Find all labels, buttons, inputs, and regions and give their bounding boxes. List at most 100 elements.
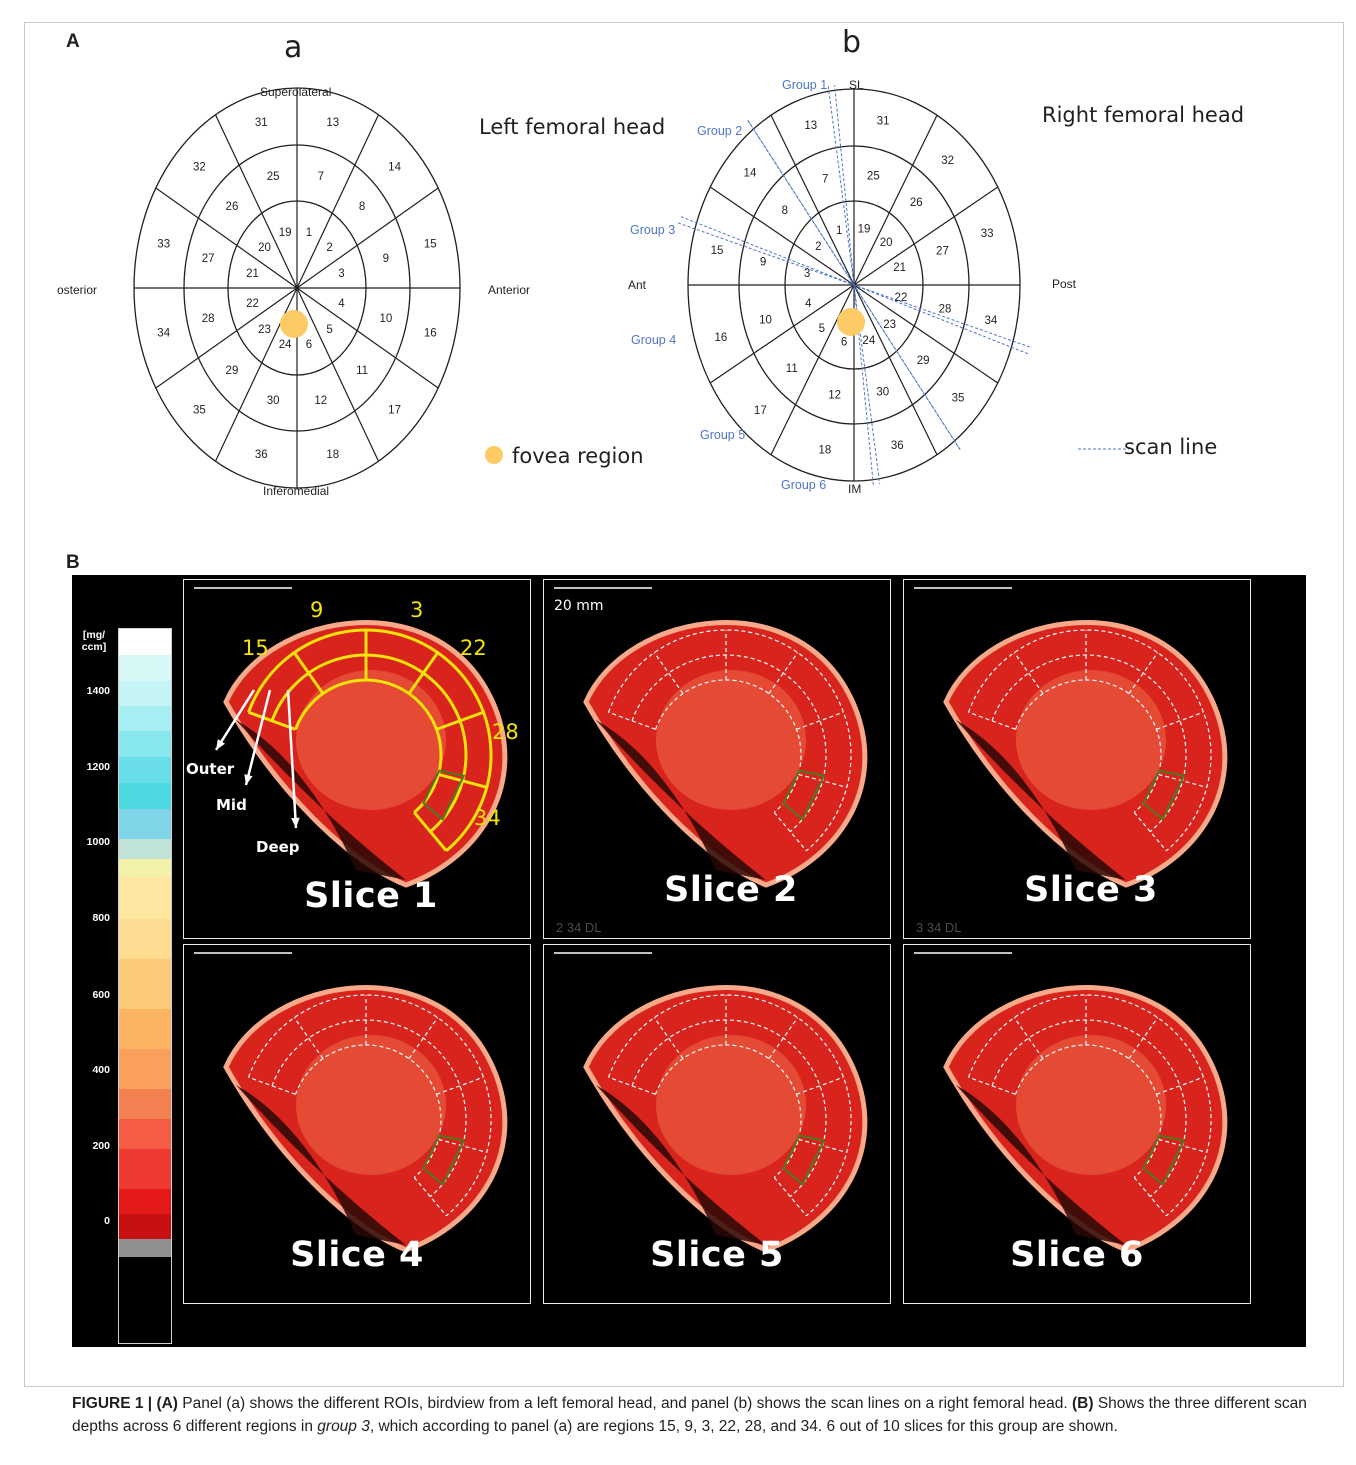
region-number: 28 [939,303,952,315]
fovea-region-marker [837,308,865,336]
caption-group: group 3 [317,1418,370,1435]
scan-group-label: Group 3 [630,223,675,237]
roi-divider [968,1076,1016,1095]
region-number: 19 [858,223,871,235]
region-number: 27 [202,253,215,265]
region-number: 24 [862,335,875,347]
scan-line-legend-label: scan line [1124,435,1218,459]
region-number: 29 [226,365,239,377]
region-number: 6 [841,337,847,349]
region-number: 7 [822,173,828,185]
figure-frame [24,22,1344,1387]
region-number: 9 [760,257,766,269]
region-number: 14 [388,161,401,173]
sub-label-b: b [842,25,862,60]
region-number: 36 [891,440,904,452]
roi-divider [1158,1138,1207,1153]
trabecular-core [1016,670,1166,810]
roi-arc [607,629,852,852]
roi-divider [413,811,448,852]
dir-superolateral: Superolateral [260,85,332,99]
panel-B-label: B [66,552,80,573]
caption-tag-a: (A) [156,1395,178,1412]
colorbar-band [119,959,171,1009]
dir-ant: Ant [628,278,647,292]
scan-group-label: Group 1 [782,78,827,92]
region-number: 3 [338,268,344,280]
region-number: 28 [202,313,215,325]
dir-im: IM [848,482,862,496]
sub-label-a: a [284,30,303,65]
colorbar-band [119,1257,171,1343]
roi-arc [654,679,802,813]
roi-divider [248,1076,296,1095]
overlay-text: 3 34 DL [916,920,962,935]
roi-region-number: 15 [242,636,269,660]
caption-tag-b: (B) [1071,1395,1094,1412]
colorbar-band [119,809,171,839]
region-number: 29 [917,355,930,367]
active-roi-outline [782,769,826,821]
dir-inferomedial: Inferomedial [263,484,330,498]
roi-arc [294,1044,442,1178]
region-number: 9 [383,253,389,265]
scale-label: 20 mm [554,598,604,614]
dir-post: Post [1052,277,1077,291]
dir-sl: SL [849,78,864,92]
depth-arrow-head [291,817,300,828]
colorbar-tick-label: 1000 [86,836,110,848]
colorbar-band [119,731,171,757]
region-number: 7 [318,171,324,183]
roi-divider [768,1017,799,1059]
roi-divider [798,773,847,788]
region-divider [770,114,855,286]
region-divider [296,287,439,389]
roi-divider [796,1076,844,1095]
fovea-legend-label: fovea region [512,444,644,468]
region-divider [296,287,380,462]
depth-label: Mid [216,796,247,814]
region-number: 34 [157,328,170,340]
region-number: 31 [877,116,890,128]
slice-label: Slice 1 [304,876,438,916]
colorbar-band [119,1189,171,1214]
colorbar-tick-label: 800 [92,912,110,924]
active-roi-outline [782,1134,826,1186]
depth-arrow-head [216,739,226,750]
colorbar-band [119,877,171,919]
depth-label: Deep [256,838,300,856]
colorbar-band [119,859,171,877]
roi-divider [653,1017,684,1059]
region-number: 30 [267,395,280,407]
roi-arc [967,629,1212,852]
depth-arrow [286,689,298,829]
depth-arrow [244,689,272,786]
colorbar-tick-label: 1200 [86,761,110,773]
region-divider [853,186,999,286]
colorbar-band [119,783,171,809]
roi-divider [1128,1017,1159,1059]
scan-group-label: Group 2 [697,124,742,138]
active-roi-outline [422,1134,466,1186]
region-divider [853,114,938,286]
roi-region-number: 3 [410,598,424,622]
colorbar-band [119,706,171,731]
overlay-text: 2 34 DL [556,920,602,935]
region-number: 18 [818,444,831,456]
depth-arrow [214,689,256,751]
roi-divider [773,812,807,852]
colorbar-tick-label: 600 [92,989,110,1001]
roi-region-number: 28 [492,720,519,744]
slice-image: Slice 5 [543,944,891,1304]
colorbar-frame [118,628,172,1344]
colorbar-band [119,919,171,959]
roi-divider [608,711,656,730]
colorbar-tick-label: 1400 [86,685,110,697]
region-number: 13 [326,117,339,129]
region-number: 32 [941,155,954,167]
scan-group-label: Group 4 [631,333,676,347]
caption-part-1: Panel (a) shows the different ROIs, bird… [177,1395,1072,1412]
region-number: 22 [246,298,259,310]
region-number: 12 [314,395,327,407]
region-number: 2 [326,242,332,254]
